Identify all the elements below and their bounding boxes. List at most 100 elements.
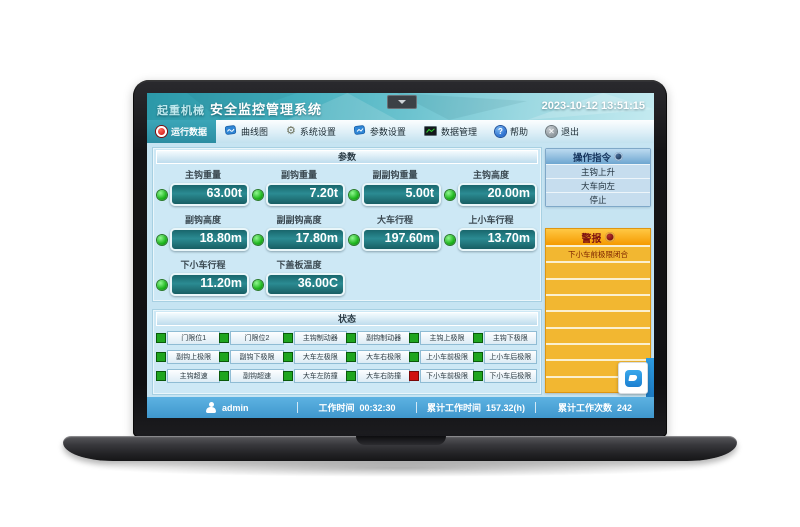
menu-item-help[interactable]: ? 帮助: [486, 120, 537, 143]
menu-item-exit[interactable]: ✕ 退出: [537, 120, 588, 143]
param-label: 副副钩高度: [276, 215, 322, 225]
param-cell: 副钩重量 7.20t: [251, 166, 347, 211]
led-green-icon: [349, 189, 359, 200]
datetime-display: 2023-10-12 13:51:15: [541, 100, 645, 112]
status-item: 下小车前极限: [410, 369, 474, 383]
status-item: 大车左极限: [283, 350, 347, 364]
command-row-stop[interactable]: 停止: [546, 192, 650, 206]
commands-header: 操作指令: [546, 149, 650, 164]
status-item: 主钩制动器: [283, 331, 347, 345]
status-indicator: [410, 372, 419, 380]
menu-item-running-data[interactable]: 运行数据: [147, 120, 217, 143]
param-value: 17.80m: [266, 228, 345, 251]
status-indicator: [157, 372, 165, 380]
status-indicator: [157, 334, 165, 342]
help-icon: ?: [494, 126, 506, 137]
menu-label: 参数设置: [369, 127, 406, 137]
status-item: 下小车后极限: [473, 369, 537, 383]
param-value: 197.60m: [362, 228, 441, 251]
status-panel: 状态 门限位1 门限位2 主钩制动器 副钩制动器 主钩上极限 主钩下极限 副钩上…: [152, 309, 542, 395]
floating-strip: [646, 358, 654, 398]
total-count-value: 242: [616, 402, 633, 413]
status-grid: 门限位1 门限位2 主钩制动器 副钩制动器 主钩上极限 主钩下极限 副钩上极限 …: [153, 326, 541, 383]
param-label: 上小车行程: [468, 215, 514, 225]
status-indicator: [157, 353, 165, 361]
chevron-down-icon: [398, 100, 406, 104]
username: admin: [222, 402, 249, 413]
param-label: 主钩高度: [472, 170, 509, 180]
status-indicator: [220, 353, 229, 361]
collapse-button[interactable]: [387, 95, 417, 109]
status-indicator: [346, 372, 355, 380]
param-cell: 副钩高度 18.80m: [155, 211, 251, 256]
param-cell: 副副钩高度 17.80m: [251, 211, 347, 256]
param-value: 20.00m: [458, 183, 537, 206]
status-item: 主钩下极限: [473, 331, 537, 345]
menu-label: 曲线图: [241, 127, 269, 137]
status-indicator: [283, 334, 292, 342]
tool-icon: [624, 369, 642, 387]
menu-item-data-management[interactable]: 数据管理: [415, 120, 486, 143]
alarm-empty-row: [546, 326, 650, 343]
alarm-empty-row: [546, 359, 650, 375]
param-value: 13.70m: [458, 228, 537, 251]
bottom-status-bar: admin 工作时间 00:32:30 累计工作时间 157.32(h) 累计工…: [147, 397, 654, 418]
status-item: 副钩下极限: [220, 350, 284, 364]
work-time-value: 00:32:30: [359, 402, 396, 413]
menu-label: 运行数据: [171, 127, 208, 137]
command-row-cart-left[interactable]: 大车向左: [546, 178, 650, 192]
led-green-icon: [157, 234, 167, 245]
title-group: 起重机械 安全监控管理系统: [157, 99, 322, 118]
status-item: 门限位1: [157, 331, 221, 345]
led-green-icon: [445, 234, 455, 245]
alarm-empty-row: [546, 261, 650, 277]
status-indicator: [283, 372, 292, 380]
menu-label: 退出: [560, 127, 579, 137]
title-bar: 起重机械 安全监控管理系统 2023-10-12 13:51:15: [147, 93, 654, 120]
parameters-panel: 参数 主钩重量 63.00t 副钩重量 7.20t 副副钩重量 5.00t: [152, 147, 542, 302]
param-label: 主钩重量: [184, 170, 221, 180]
command-row-hook-up[interactable]: 主钩上升: [546, 164, 650, 178]
alarm-header-label: 警报: [581, 233, 602, 245]
status-indicator: [473, 334, 482, 342]
status-item: 主钩上极限: [410, 331, 474, 345]
param-label: 下小车行程: [180, 260, 226, 270]
menu-label: 系统设置: [299, 127, 336, 137]
work-time-section: 工作时间 00:32:30: [298, 401, 416, 414]
menu-item-curve-chart[interactable]: 曲线图: [216, 120, 277, 143]
gear-icon: ⚙: [286, 125, 296, 137]
param-value: 7.20t: [266, 183, 345, 206]
led-green-icon: [157, 189, 167, 200]
status-item: 大车左防撞: [283, 369, 347, 383]
menu-item-parameter-settings[interactable]: 参数设置: [345, 120, 415, 143]
param-value: 11.20m: [170, 273, 249, 296]
param-cell: 大车行程 197.60m: [347, 211, 443, 256]
alarm-empty-row: [546, 310, 650, 326]
floating-tool-button[interactable]: [618, 362, 648, 394]
status-indicator: [283, 353, 292, 361]
alarm-empty-row: [546, 277, 650, 294]
param-cell: 上小车行程 13.70m: [443, 211, 539, 256]
status-item: 门限位2: [220, 331, 284, 345]
param-label: 大车行程: [376, 215, 413, 225]
user-section: admin: [147, 401, 297, 414]
statusbar-divider: [416, 402, 417, 413]
total-count-label: 累计工作次数: [557, 403, 612, 413]
alarm-header: 警报: [546, 229, 650, 245]
param-value: 5.00t: [362, 183, 441, 206]
menu-label: 帮助: [509, 127, 528, 137]
led-green-icon: [445, 189, 455, 200]
param-cell: 下盖板温度 36.00C: [251, 256, 347, 301]
close-icon: ✕: [545, 126, 557, 137]
status-indicator: [410, 334, 419, 342]
status-indicator: [220, 334, 229, 342]
menu-item-system-settings[interactable]: ⚙ 系统设置: [277, 120, 345, 143]
param-cell: 下小车行程 11.20m: [155, 256, 251, 301]
alarm-empty-row: [546, 342, 650, 359]
content-area: 参数 主钩重量 63.00t 副钩重量 7.20t 副副钩重量 5.00t: [147, 143, 654, 398]
laptop-shadow: [95, 459, 705, 477]
led-green-icon: [349, 234, 359, 245]
led-green-icon: [157, 279, 167, 290]
total-count-section: 累计工作次数 242: [536, 401, 654, 414]
